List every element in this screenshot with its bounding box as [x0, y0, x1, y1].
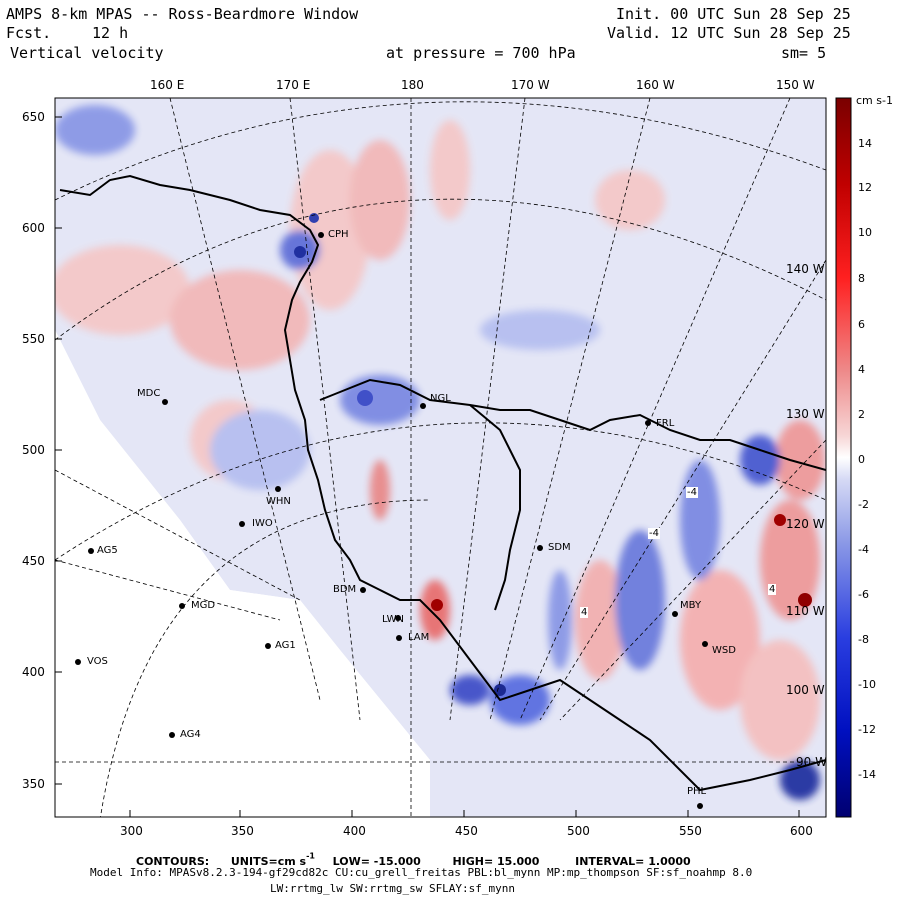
station-label: PHL	[687, 786, 707, 797]
model-info: Model Info: MPASv8.2.3-194-gf29cd82c CU:…	[90, 866, 753, 879]
units-label: UNITS=cm s	[230, 855, 307, 868]
inner-lon-label: 90 W	[796, 755, 827, 769]
vertical-velocity-field	[55, 98, 826, 817]
x-tick-label: 400	[343, 824, 366, 838]
lon-label: 150 W	[776, 78, 815, 92]
station-label: MBY	[680, 600, 702, 611]
valid-time: Valid. 12 UTC Sun 28 Sep 25	[607, 24, 851, 42]
x-tick-label: 550	[679, 824, 702, 838]
map-title: AMPS 8-km MPAS -- Ross-Beardmore Window	[6, 5, 359, 23]
pressure-level: at pressure = 700 hPa	[386, 44, 576, 62]
forecast-hours: 12 h	[92, 24, 129, 42]
init-time: Init. 00 UTC Sun 28 Sep 25	[616, 5, 851, 23]
colorbar-tick: -10	[858, 678, 876, 691]
lon-label: 170 W	[511, 78, 550, 92]
contour-label: 4	[768, 584, 777, 595]
contour-label: 4	[580, 607, 589, 618]
station-label: FRL	[656, 418, 675, 429]
station-label: WHN	[266, 496, 291, 507]
x-tick-label: 500	[567, 824, 590, 838]
smoothing-value: sm= 5	[781, 44, 827, 62]
colorbar-units: cm s-1	[856, 94, 893, 107]
y-tick-label: 350	[22, 777, 45, 791]
low-value: LOW= -15.000	[332, 855, 421, 868]
lon-label: 170 E	[276, 78, 311, 92]
station-label: MDC	[137, 388, 161, 399]
inner-lon-label: 120 W	[786, 517, 825, 531]
colorbar-tick: 8	[858, 272, 865, 285]
x-tick-label: 450	[455, 824, 478, 838]
station-label: LAM	[408, 632, 430, 643]
colorbar-tick: -14	[858, 768, 876, 781]
y-tick-label: 600	[22, 221, 45, 235]
y-tick-label: 450	[22, 554, 45, 568]
colorbar-tick: -4	[858, 543, 869, 556]
forecast-label: Fcst.	[6, 24, 52, 42]
station-label: MGD	[191, 600, 216, 611]
interval-value: INTERVAL= 1.0000	[575, 855, 691, 868]
units-exponent: -1	[306, 851, 315, 861]
y-tick-label: 400	[22, 665, 45, 679]
lon-label: 180	[401, 78, 424, 92]
station-label: AG5	[97, 545, 118, 556]
station-markers	[75, 232, 708, 809]
contour-label: -4	[648, 528, 660, 539]
inner-lon-label: 140 W	[786, 262, 825, 276]
station-label: IWO	[252, 518, 273, 529]
station-label: WSD	[712, 645, 736, 656]
colorbar-tick: 12	[858, 181, 872, 194]
inner-lon-label: 110 W	[786, 604, 825, 618]
colorbar-tick: 6	[858, 318, 865, 331]
colorbar-tick: -6	[858, 588, 869, 601]
colorbar-tick: 2	[858, 408, 865, 421]
lon-label: 160 W	[636, 78, 675, 92]
inner-lon-label: 130 W	[786, 407, 825, 421]
station-label: SDM	[548, 542, 571, 553]
x-tick-label: 350	[231, 824, 254, 838]
model-info-line2: LW:rrtmg_lw SW:rrtmg_sw SFLAY:sf_mynn	[270, 882, 516, 895]
high-value: HIGH= 15.000	[452, 855, 540, 868]
x-tick-label: 600	[790, 824, 813, 838]
y-tick-label: 500	[22, 443, 45, 457]
station-label: BDM	[333, 584, 357, 595]
contours-info: CONTOURS: UNITS=cm s-1 LOW= -15.000 HIGH…	[136, 850, 691, 869]
station-label: NGL	[430, 393, 451, 404]
station-label: CPH	[328, 229, 349, 240]
inner-lon-label: 100 W	[786, 683, 825, 697]
colorbar	[835, 97, 852, 818]
y-tick-label: 650	[22, 110, 45, 124]
station-label: VOS	[87, 656, 108, 667]
lon-label: 160 E	[150, 78, 185, 92]
contour-label: -4	[686, 487, 698, 498]
station-label: LWN	[382, 614, 405, 625]
colorbar-tick: -8	[858, 633, 869, 646]
x-tick-label: 300	[120, 824, 143, 838]
colorbar-tick: 0	[858, 453, 865, 466]
colorbar-tick: -2	[858, 498, 869, 511]
colorbar-tick: -12	[858, 723, 876, 736]
station-label: AG4	[180, 729, 201, 740]
y-tick-label: 550	[22, 332, 45, 346]
variable-name: Vertical velocity	[10, 44, 164, 62]
station-label: AG1	[275, 640, 296, 651]
contours-label: CONTOURS:	[136, 855, 210, 868]
colorbar-tick: 14	[858, 137, 872, 150]
colorbar-tick: 10	[858, 226, 872, 239]
colorbar-tick: 4	[858, 363, 865, 376]
